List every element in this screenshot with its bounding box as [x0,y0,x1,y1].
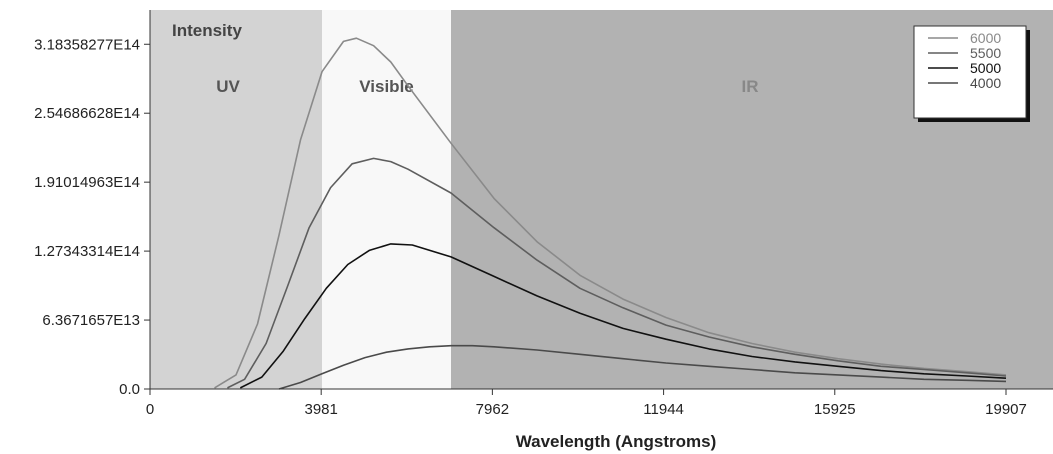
legend-label-5000: 5000 [970,60,1001,76]
region-label-ir: IR [742,77,759,96]
x-tick-label: 7962 [476,401,509,418]
region-label-uv: UV [216,77,240,96]
y-tick-label: 2.54686628E14 [34,105,140,122]
legend-label-5500: 5500 [970,45,1001,61]
x-tick-label: 11944 [643,401,684,418]
x-axis-ticks: 0 3981 7962 11944 15925 19907 [146,389,1027,418]
series-lines [214,37,1007,390]
series-line-5000 [239,243,1007,389]
x-tick-label: 15925 [814,401,856,418]
series-line-5500 [227,157,1007,389]
x-tick-label: 19907 [985,401,1027,418]
spectral-regions [150,10,1053,389]
region-labels: UV Visible IR [216,77,758,96]
x-tick-label: 0 [146,401,154,418]
y-axis-title: Intensity [172,21,242,40]
x-tick-label: 3981 [304,401,337,418]
x-axis-title: Wavelength (Angstroms) [516,432,717,451]
series-line-6000 [214,37,1007,389]
region-label-visible: Visible [359,77,414,96]
region-band-uv [150,10,322,389]
y-tick-label: 0.0 [119,381,140,398]
y-tick-label: 1.27343314E14 [34,243,140,260]
legend-label-6000: 6000 [970,30,1001,46]
legend-box [913,25,1027,119]
region-band-visible [322,10,451,389]
series-line-4000 [278,344,1007,390]
y-tick-label: 6.3671657E13 [42,312,140,329]
y-axis-ticks: 0.0 6.3671657E13 1.27343314E14 1.91014963E1… [34,36,150,398]
y-tick-label: 3.18358277E14 [34,36,140,53]
legend-label-4000: 4000 [970,75,1001,91]
y-tick-label: 1.91014963E14 [34,174,140,191]
